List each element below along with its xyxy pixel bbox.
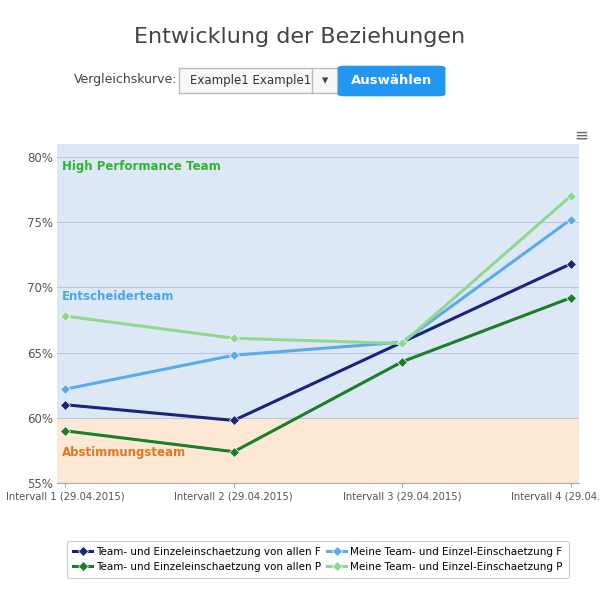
Text: Entwicklung der Beziehungen: Entwicklung der Beziehungen xyxy=(134,27,466,47)
Text: Example1 Example1: Example1 Example1 xyxy=(190,74,311,87)
Legend: Team- und Einzeleinschaetzung von allen F, Team- und Einzeleinschaetzung von all: Team- und Einzeleinschaetzung von allen … xyxy=(67,541,569,578)
Text: ▾: ▾ xyxy=(322,74,328,87)
Text: Auswählen: Auswählen xyxy=(351,74,432,88)
Text: Vergleichskurve:: Vergleichskurve: xyxy=(74,73,177,86)
Text: High Performance Team: High Performance Team xyxy=(62,160,221,173)
Bar xyxy=(57,418,579,483)
Text: Entscheiderteam: Entscheiderteam xyxy=(62,290,175,303)
FancyBboxPatch shape xyxy=(338,65,445,97)
Text: ≡: ≡ xyxy=(574,127,588,145)
Text: Abstimmungsteam: Abstimmungsteam xyxy=(62,446,187,460)
